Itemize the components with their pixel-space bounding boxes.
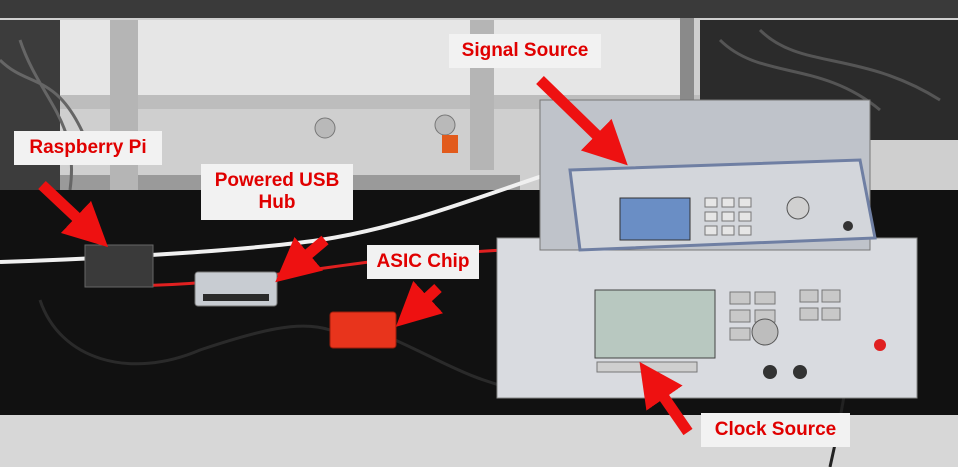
label-asic-chip: ASIC Chip	[367, 245, 479, 279]
raspberry-pi-device	[84, 244, 154, 288]
valve-handle	[442, 135, 458, 153]
valve-left	[314, 117, 336, 139]
arrow-signal-source	[536, 76, 628, 166]
label-clock-source: Clock Source	[701, 413, 850, 447]
arrow-asic-chip	[395, 280, 444, 327]
clock-display	[594, 289, 716, 359]
arrow-raspberry-pi	[38, 180, 109, 248]
support-post-right	[680, 18, 694, 118]
support-post-left	[110, 20, 138, 220]
arrow-usb-hub	[275, 235, 329, 283]
label-powered-usb-hub: Powered USB Hub	[201, 164, 353, 220]
valve-right	[434, 114, 456, 136]
signal-display	[619, 197, 691, 241]
asic-box	[329, 311, 397, 349]
label-raspberry-pi: Raspberry Pi	[14, 131, 162, 165]
label-signal-source: Signal Source	[449, 34, 601, 68]
arrow-clock-source	[639, 361, 693, 436]
top-shelf-edge	[0, 0, 958, 18]
